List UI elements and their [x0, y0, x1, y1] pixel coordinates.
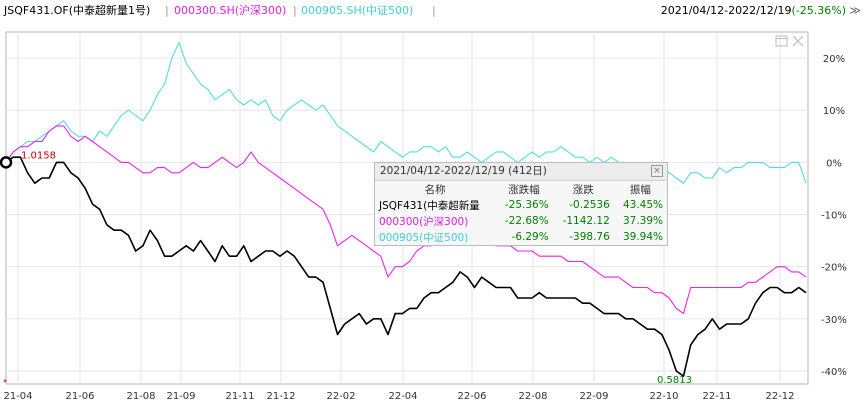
tooltip-panel: 2021/04/12-2022/12/19 (412日) × 名称 涨跌幅 涨跌… — [374, 162, 668, 246]
row-amplitude: 43.45% — [622, 199, 663, 211]
table-row: 000300(沪深300) -22.68% -1142.12 37.39% — [375, 213, 667, 229]
x-tick-label: 21-09 — [166, 391, 195, 402]
legend-bar: JSQF431.OF(中泰超新量1号) | 000300.SH(沪深300) |… — [0, 0, 865, 22]
row-change-pct: -25.36% — [504, 199, 549, 211]
row-amplitude: 39.94% — [622, 231, 663, 243]
tooltip-table: 名称 涨跌幅 涨跌 振幅 JSQF431(中泰超新量 -25.36% -0.25… — [375, 181, 667, 245]
start-marker — [0, 156, 13, 169]
row-change-pct: -22.68% — [504, 215, 549, 227]
x-tick-label: 22-02 — [326, 391, 355, 402]
x-tick-label: 21-08 — [126, 391, 155, 402]
start-value-label: 1.0158 — [21, 150, 56, 161]
y-tick-label: 20% — [823, 54, 845, 65]
range-percent: (-25.36%) — [791, 4, 846, 17]
x-tick-label: 21-06 — [65, 391, 94, 402]
close-icon[interactable]: × — [651, 165, 663, 177]
legend-item-hs300[interactable]: 000300.SH(沪深300) — [174, 4, 287, 17]
row-name: JSQF431(中泰超新量 — [379, 199, 480, 212]
table-row: JSQF431(中泰超新量 -25.36% -0.2536 43.45% — [375, 197, 667, 213]
y-tick-label: -30% — [821, 315, 847, 326]
y-tick-label: 0% — [826, 158, 842, 169]
y-tick-label: -10% — [821, 211, 847, 222]
x-tick-label: 22-09 — [579, 391, 608, 402]
column-header: 振幅 — [629, 183, 651, 196]
row-name: 000300(沪深300) — [379, 215, 469, 228]
y-tick-label: -40% — [821, 367, 847, 378]
date-range-readout[interactable]: 2021/04/12-2022/12/19(-25.36%) ≫ — [661, 0, 861, 22]
row-name: 000905(中证500) — [379, 231, 469, 244]
x-tick-label: 21-12 — [266, 391, 295, 402]
x-tick-label: 21-11 — [225, 391, 254, 402]
series-line[interactable] — [5, 125, 807, 315]
expand-arrow-icon[interactable]: ≫ — [849, 4, 861, 17]
tooltip-title: 2021/04/12-2022/12/19 (412日) — [380, 165, 547, 177]
column-header: 涨跌幅 — [508, 183, 540, 196]
x-tick-label: 22-04 — [388, 391, 417, 402]
row-change-pct: -6.29% — [511, 231, 549, 243]
row-change: -0.2536 — [569, 199, 610, 211]
column-header: 涨跌 — [572, 183, 594, 196]
x-tick-label: 22-12 — [765, 391, 794, 402]
legend-separator: | — [165, 4, 169, 17]
x-tick-label: 22-10 — [649, 391, 678, 402]
series-line[interactable] — [5, 41, 807, 184]
range-text: 2021/04/12-2022/12/19 — [660, 4, 792, 17]
legend-separator: | — [293, 4, 297, 17]
min-value-label: 0.5813 — [657, 375, 692, 386]
tooltip-header: 2021/04/12-2022/12/19 (412日) × — [375, 163, 667, 181]
x-tick-label: 22-08 — [518, 391, 547, 402]
close-icon[interactable] — [792, 35, 804, 47]
row-change: -398.76 — [569, 231, 610, 243]
chart-area[interactable]: 20% 10% 0% -10% -20% -30% -40% 21-04 21-06 21-08 2… — [0, 22, 865, 417]
row-change: -1142.12 — [562, 215, 610, 227]
x-tick-label: 22-11 — [702, 391, 731, 402]
grid: 20% 10% 0% -10% -20% -30% -40% 21-04 21-06 21-08 2… — [3, 31, 847, 402]
table-row: 000905(中证500) -6.29% -398.76 39.94% — [375, 229, 667, 245]
y-tick-label: 10% — [823, 106, 845, 117]
x-tick-label: 21-04 — [3, 391, 32, 402]
legend-item-zz500[interactable]: 000905.SH(中证500) — [301, 4, 414, 17]
row-amplitude: 37.39% — [622, 215, 663, 227]
plot-frame — [5, 31, 809, 385]
y-tick-label: -20% — [821, 263, 847, 274]
maximize-icon[interactable] — [775, 35, 788, 47]
window-buttons — [775, 35, 804, 47]
series-line[interactable] — [5, 156, 807, 378]
legend-item-fund[interactable]: JSQF431.OF(中泰超新量1号) — [4, 4, 151, 17]
column-header: 名称 — [424, 183, 446, 196]
origin-marker-icon: * — [3, 378, 7, 387]
x-tick-label: 22-06 — [457, 391, 486, 402]
line-chart: 20% 10% 0% -10% -20% -30% -40% 21-04 21-06 21-08 2… — [0, 31, 847, 402]
legend-separator: | — [432, 4, 436, 17]
table-header-row: 名称 涨跌幅 涨跌 振幅 — [375, 181, 667, 197]
